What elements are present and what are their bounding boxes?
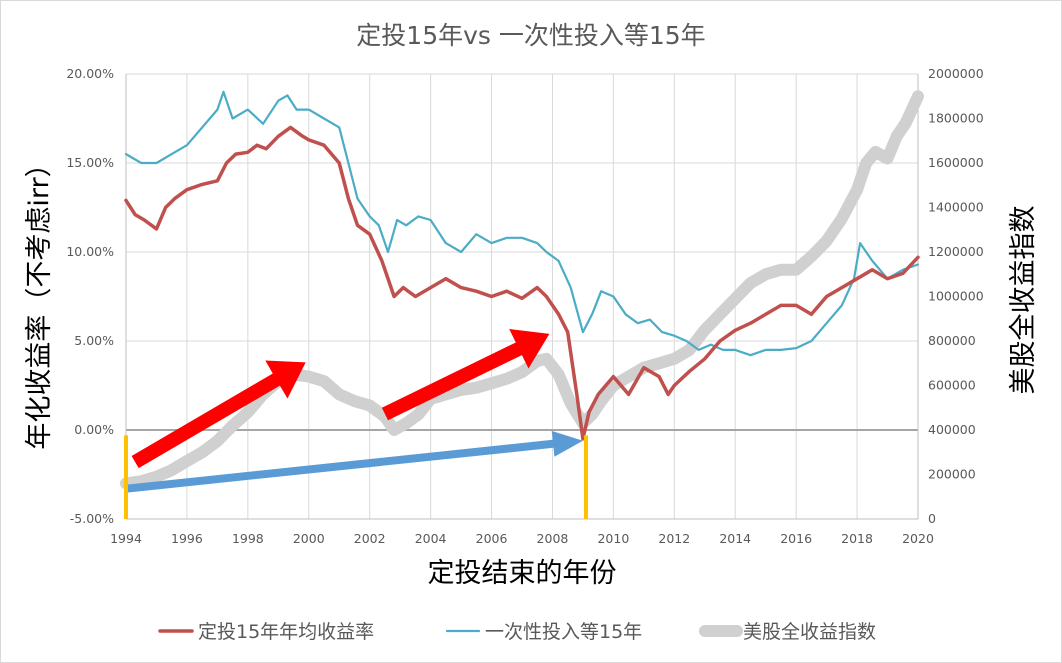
legend-label-0: 定投15年年均收益率	[198, 621, 374, 643]
legend-label-2: 美股全收益指数	[743, 621, 876, 643]
y-right-tick-label: 400000	[928, 422, 976, 437]
series-line-1	[124, 90, 920, 357]
y-right-tick-label: 1800000	[928, 111, 984, 126]
x-axis-ticks: 1994 1996 1998 2000 2002 2004 2006 2008 2010 2012…	[110, 531, 934, 546]
x-tick-label: 1994	[110, 531, 142, 546]
x-axis-title: 定投结束的年份	[428, 558, 617, 589]
y-left-tick-label: 20.00%	[66, 66, 114, 81]
chart-title: 定投15年vs 一次性投入等15年	[356, 21, 705, 50]
legend-label-1: 一次性投入等15年	[485, 621, 642, 643]
x-tick-label: 1998	[232, 531, 264, 546]
y-left-axis-ticks: -5.00% 0.00% 5.00% 10.00% 15.00% 20.00%	[66, 66, 114, 526]
y-right-tick-label: 1400000	[928, 200, 984, 215]
y-right-axis-ticks: 0 200000 400000 600000 800000 1000000 1200000 1…	[928, 66, 984, 526]
x-tick-label: 2008	[537, 531, 569, 546]
annotation-layer	[124, 329, 588, 519]
series-layer	[120, 90, 924, 490]
series-line-0	[124, 125, 920, 441]
red-arrow-2	[381, 329, 550, 421]
y-right-tick-label: 1200000	[928, 244, 984, 259]
x-tick-label: 2004	[415, 531, 447, 546]
y-left-tick-label: 10.00%	[66, 244, 114, 259]
x-tick-label: 2002	[354, 531, 386, 546]
x-tick-label: 2018	[841, 531, 873, 546]
x-tick-label: 2014	[719, 531, 751, 546]
y-right-tick-label: 0	[928, 511, 936, 526]
red-arrow-1	[131, 360, 306, 469]
x-tick-label: 2012	[658, 531, 690, 546]
legend: 定投15年年均收益率 一次性投入等15年 美股全收益指数	[158, 621, 876, 643]
y-left-tick-label: -5.00%	[70, 511, 114, 526]
x-tick-label: 2000	[293, 531, 325, 546]
y-right-tick-label: 1600000	[928, 155, 984, 170]
x-tick-label: 2020	[902, 531, 934, 546]
y-right-axis-title: 美股全收益指数	[1008, 206, 1039, 395]
y-right-tick-label: 600000	[928, 378, 976, 393]
x-tick-label: 2006	[476, 531, 508, 546]
x-tick-label: 1996	[171, 531, 203, 546]
y-right-tick-label: 1000000	[928, 289, 984, 304]
x-tick-label: 2016	[780, 531, 812, 546]
y-right-tick-label: 800000	[928, 333, 976, 348]
y-left-tick-label: 15.00%	[66, 155, 114, 170]
y-right-tick-label: 200000	[928, 467, 976, 482]
blue-arrow	[125, 430, 583, 493]
y-left-axis-title: 年化收益率（不考虑irr）	[24, 150, 55, 449]
x-tick-label: 2010	[597, 531, 629, 546]
y-right-tick-label: 2000000	[928, 66, 984, 81]
y-left-tick-label: 0.00%	[74, 422, 114, 437]
y-left-tick-label: 5.00%	[74, 333, 114, 348]
